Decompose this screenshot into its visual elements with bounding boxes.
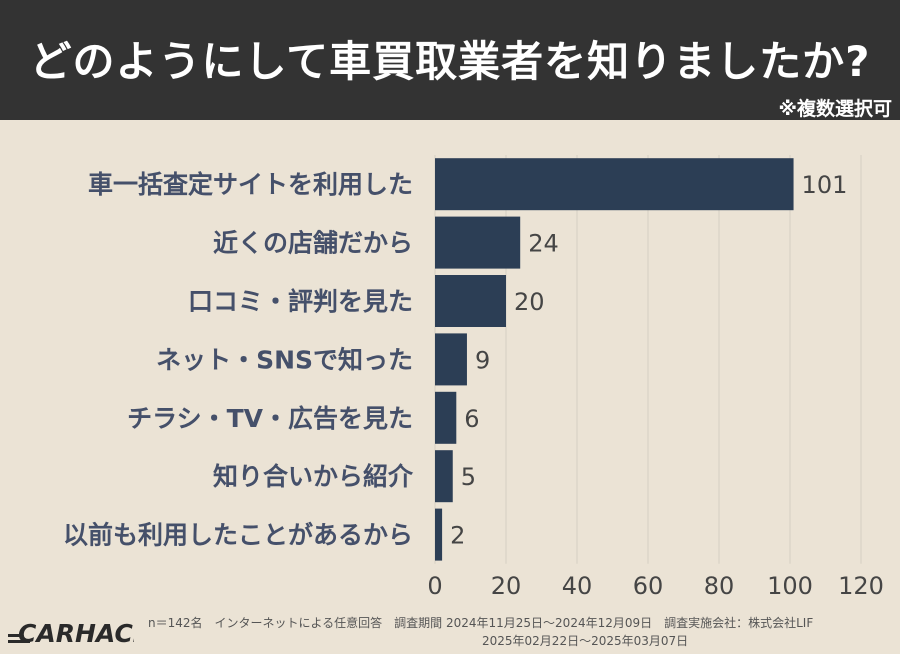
category-label: 車一括査定サイトを利用した [88,170,413,199]
bar [435,391,457,444]
category-label: 以前も利用したことがあるから [63,521,413,550]
x-tick-label: 20 [491,572,522,600]
data-label: 24 [528,230,559,258]
x-tick-label: 40 [562,572,593,600]
carhack-logo: CARHACK [8,619,134,648]
chart-title: どのようにして車買取業者を知りましたか? [29,37,871,86]
survey-period-2: 2025年02月22日〜2025年03月07日 [482,634,689,648]
header-band: どのようにして車買取業者を知りましたか? ※複数選択可 [0,0,900,120]
bar [435,508,443,561]
bar [435,216,521,269]
data-label: 101 [802,171,848,199]
bar [435,158,794,211]
data-label: 5 [461,463,476,491]
x-tick-label: 100 [767,572,813,600]
category-label: 口コミ・評判を見た [188,287,413,316]
footer: CARHACK n＝142名 インターネットによる任意回答 調査期間 2024年… [0,604,900,654]
category-label: 知り合いから紹介 [213,462,414,491]
data-label: 6 [464,405,479,433]
data-label: 20 [514,288,545,316]
x-tick-label: 0 [427,572,442,600]
bar [435,450,453,503]
category-label: ネット・SNSで知った [156,345,413,374]
data-label: 2 [450,522,465,550]
bar [435,275,506,327]
x-tick-label: 60 [633,572,664,600]
x-tick-label: 120 [838,572,884,600]
multiple-choice-note: ※複数選択可 [778,98,892,120]
category-label: チラシ・TV・広告を見た [127,404,413,433]
logo-text: CARHACK [18,619,134,648]
category-label: 近くの店舗だから [213,229,413,258]
bar [435,333,467,386]
data-label: 9 [475,346,490,374]
survey-info: n＝142名 インターネットによる任意回答 調査期間 2024年11月25日〜2… [148,616,814,630]
x-tick-label: 80 [704,572,735,600]
